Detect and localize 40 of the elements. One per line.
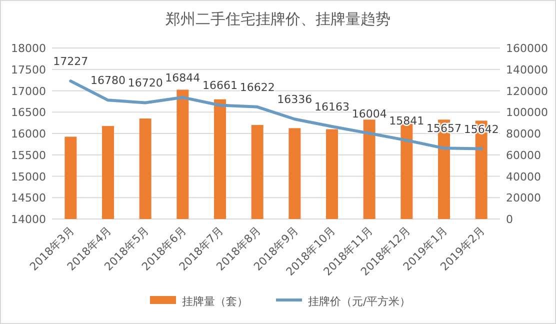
y2-tick-label: 100000 bbox=[506, 106, 548, 120]
y2-tick-label: 120000 bbox=[506, 84, 548, 98]
bar bbox=[139, 118, 152, 219]
data-label: 16720 bbox=[128, 76, 163, 90]
y2-tick-label: 60000 bbox=[506, 148, 541, 162]
y-tick-label: 17500 bbox=[11, 63, 46, 76]
y-tick-label: 14500 bbox=[11, 192, 46, 205]
bar bbox=[288, 128, 301, 219]
data-label: 16780 bbox=[90, 74, 126, 88]
chart-title: 郑州二手住宅挂牌价、挂牌量趋势 bbox=[166, 10, 390, 28]
data-label: 16622 bbox=[240, 80, 275, 94]
y-tick-label: 15500 bbox=[11, 148, 46, 162]
y-tick-label: 16000 bbox=[11, 128, 46, 140]
y-tick-label: 16500 bbox=[11, 106, 46, 120]
legend-label: 挂牌量（套） bbox=[182, 295, 248, 308]
y2-tick-label: 140000 bbox=[506, 63, 548, 76]
y2-tick-label: 80000 bbox=[506, 128, 541, 140]
data-label: 16336 bbox=[277, 93, 312, 106]
y2-tick-label: 160000 bbox=[506, 42, 548, 55]
y-tick-label: 18000 bbox=[11, 42, 46, 55]
bar bbox=[214, 99, 226, 219]
data-label: 15841 bbox=[389, 114, 424, 128]
bar bbox=[64, 136, 77, 219]
y2-tick-label: 20000 bbox=[506, 192, 541, 205]
y-tick-label: 15000 bbox=[11, 170, 46, 184]
data-label: 16163 bbox=[314, 100, 350, 114]
y-tick-label: 17000 bbox=[11, 84, 46, 98]
bar bbox=[326, 129, 338, 219]
bar bbox=[363, 120, 376, 219]
y-tick-label: 14000 bbox=[11, 213, 46, 226]
y2-tick-label: 40000 bbox=[506, 170, 541, 184]
data-label: 16661 bbox=[202, 79, 238, 92]
y2-tick-label: 0 bbox=[506, 213, 513, 226]
data-label: 17227 bbox=[53, 55, 88, 68]
bar bbox=[102, 126, 114, 219]
data-label: 16844 bbox=[165, 71, 200, 84]
data-label: 16004 bbox=[352, 107, 387, 120]
legend-label: 挂牌价（元/平方米） bbox=[308, 295, 411, 308]
bar bbox=[251, 124, 264, 219]
bar bbox=[176, 90, 189, 219]
